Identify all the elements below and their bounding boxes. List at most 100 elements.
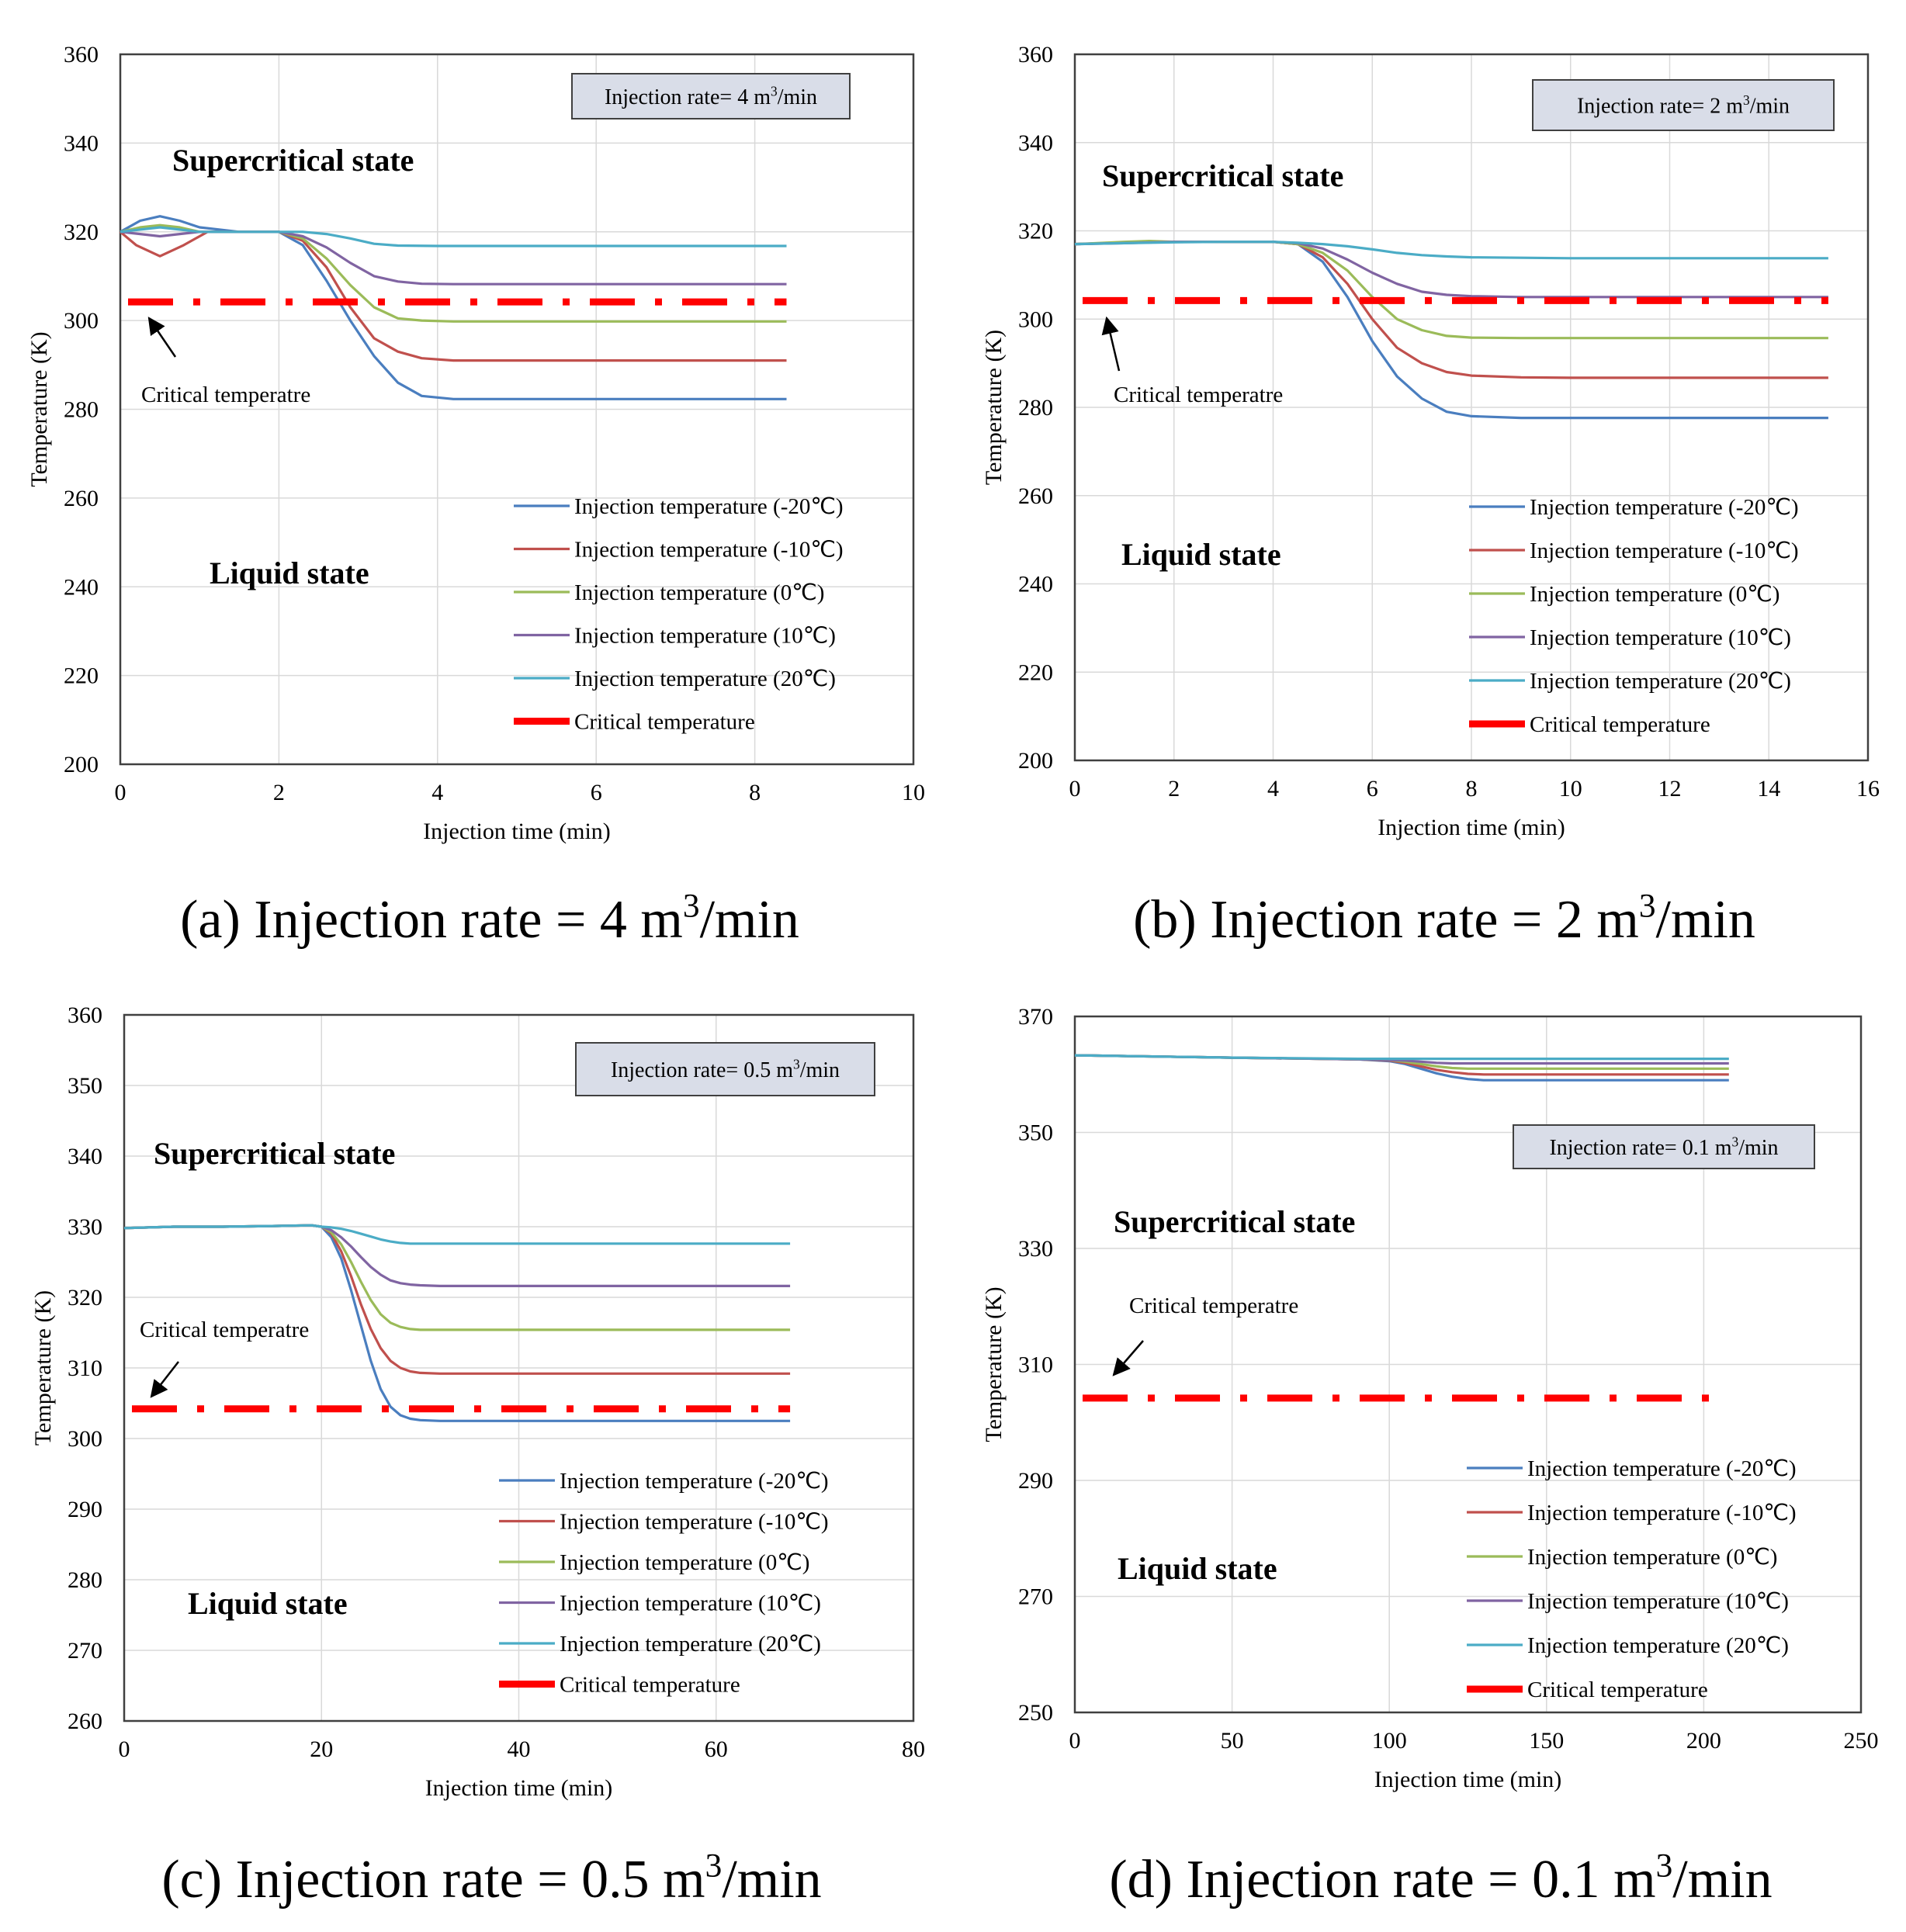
- supercritical-state-label: Supercritical state: [1114, 1204, 1355, 1239]
- x-axis-label: Injection time (min): [423, 819, 611, 844]
- series-line: [123, 1224, 791, 1375]
- x-tick-label: 60: [705, 1736, 728, 1762]
- plot-area: [123, 1013, 915, 1723]
- supercritical-state-label: Supercritical state: [154, 1136, 395, 1171]
- series-line: [1074, 241, 1828, 299]
- plot-area: [1073, 53, 1870, 762]
- y-tick-label: 240: [1018, 572, 1053, 597]
- y-tick-label: 260: [64, 486, 99, 511]
- x-tick-label: 6: [1367, 776, 1378, 802]
- y-tick-label: 310: [1018, 1352, 1053, 1378]
- legend-entry: Injection temperature (0℃): [574, 580, 824, 605]
- x-tick-label: 80: [902, 1736, 925, 1762]
- legend-entry: Injection temperature (-10℃): [1530, 538, 1799, 563]
- legend-entry: Injection temperature (-20℃): [560, 1469, 829, 1494]
- chart-panel-d: 0 50 100 150 200 250 250 270 290 310 330 350 370 Inje…: [981, 1004, 1879, 1909]
- y-axis-label: Temperature (K): [981, 1286, 1007, 1442]
- supercritical-state-label: Supercritical state: [1102, 158, 1343, 193]
- liquid-state-label: Liquid state: [1118, 1551, 1277, 1586]
- y-axis-label: Temperature (K): [981, 330, 1007, 485]
- y-tick-label: 310: [68, 1356, 102, 1381]
- x-tick-label: 150: [1529, 1728, 1564, 1754]
- x-tick-label: 2: [1168, 776, 1180, 802]
- legend-entry: Injection temperature (0℃): [1527, 1545, 1777, 1570]
- y-tick-label: 250: [1018, 1700, 1053, 1726]
- legend-entry: Injection temperature (0℃): [560, 1550, 809, 1575]
- y-tick-label: 360: [68, 1002, 102, 1028]
- y-tick-label: 300: [64, 308, 99, 334]
- liquid-state-label: Liquid state: [210, 556, 369, 590]
- y-tick-label: 330: [1018, 1236, 1053, 1262]
- liquid-state-label: Liquid state: [188, 1586, 348, 1621]
- y-tick-label: 200: [64, 752, 99, 777]
- legend-entry: Injection temperature (-10℃): [1527, 1501, 1797, 1525]
- y-tick-label: 300: [68, 1426, 102, 1452]
- legend-entry: Critical temperature: [560, 1673, 740, 1698]
- injection-rate-box: [571, 73, 851, 119]
- y-tick-label: 360: [64, 42, 99, 68]
- series-line: [1074, 241, 1828, 379]
- plot-area: [119, 53, 915, 766]
- legend-entry: Injection temperature (-20℃): [574, 494, 844, 519]
- y-tick-label: 280: [68, 1567, 102, 1593]
- x-tick-label: 6: [591, 780, 602, 805]
- legend-entry: Injection temperature (10℃): [560, 1591, 821, 1616]
- injection-rate-label: Injection rate= 4 m3/min: [605, 83, 817, 109]
- x-tick-label: 8: [1466, 776, 1478, 802]
- y-tick-label: 340: [68, 1144, 102, 1169]
- y-tick-label: 300: [1018, 306, 1053, 332]
- injection-rate-label: Injection rate= 0.5 m3/min: [611, 1056, 840, 1082]
- panel-caption: (c) Injection rate = 0.5 m3/min: [161, 1847, 821, 1909]
- x-tick-label: 0: [115, 780, 126, 805]
- legend-entry: Injection temperature (0℃): [1530, 582, 1780, 607]
- x-tick-label: 10: [902, 780, 925, 805]
- annotation-arrow: [150, 1361, 179, 1398]
- x-tick-label: 40: [508, 1736, 531, 1762]
- liquid-state-label: Liquid state: [1121, 537, 1281, 572]
- legend-entry: Injection temperature (20℃): [574, 667, 836, 691]
- y-tick-label: 200: [1018, 748, 1053, 774]
- legend-entry: Injection temperature (10℃): [1530, 625, 1791, 650]
- y-tick-label: 240: [64, 574, 99, 600]
- legend-entry: Critical temperature: [1530, 712, 1710, 737]
- x-tick-label: 0: [119, 1736, 130, 1762]
- y-tick-label: 320: [64, 220, 99, 245]
- chart-panel-c: 0 20 40 60 80 260 270 280 290 300 310 320 330 340 350 3…: [30, 1002, 925, 1909]
- plot-area: [1073, 1015, 1863, 1714]
- x-tick-label: 4: [1267, 776, 1279, 802]
- y-tick-label: 220: [64, 663, 99, 689]
- y-tick-label: 350: [68, 1073, 102, 1099]
- legend-entry: Injection temperature (20℃): [560, 1632, 821, 1657]
- y-tick-label: 290: [1018, 1468, 1053, 1494]
- y-axis-label: Temperature (K): [30, 1290, 56, 1446]
- x-tick-label: 250: [1844, 1728, 1879, 1754]
- injection-rate-label: Injection rate= 2 m3/min: [1577, 92, 1790, 119]
- x-tick-label: 2: [273, 780, 285, 805]
- series-line: [1074, 1054, 1729, 1061]
- x-axis-label: Injection time (min): [1378, 815, 1565, 840]
- legend-entry: Injection temperature (20℃): [1527, 1633, 1789, 1658]
- y-tick-label: 350: [1018, 1120, 1053, 1146]
- series-line: [123, 1224, 791, 1245]
- series-line: [1074, 241, 1828, 260]
- critical-annotation: Critical temperatre: [1114, 383, 1283, 407]
- series-line: [119, 230, 787, 362]
- legend-entry: Injection temperature (10℃): [1527, 1589, 1789, 1614]
- panel-caption: (b) Injection rate = 2 m3/min: [1133, 887, 1755, 950]
- legend-entry: Critical temperature: [574, 710, 755, 735]
- annotation-arrow: [147, 317, 177, 358]
- panel-caption: (d) Injection rate = 0.1 m3/min: [1109, 1847, 1772, 1909]
- series-line: [123, 1224, 791, 1331]
- chart-panel-b: 0 2 4 6 8 10 12 14 16 200 220 240 260 280 300 320 340 360…: [981, 42, 1880, 950]
- critical-annotation: Critical temperatre: [140, 1317, 309, 1342]
- y-tick-label: 320: [1018, 219, 1053, 244]
- x-axis-label: Injection time (min): [425, 1775, 613, 1801]
- legend-entry: Injection temperature (20℃): [1530, 669, 1791, 694]
- x-tick-label: 0: [1069, 776, 1081, 802]
- y-tick-label: 330: [68, 1214, 102, 1240]
- series-line: [120, 215, 787, 400]
- y-axis-label: Temperature (K): [26, 331, 52, 486]
- x-tick-label: 16: [1856, 776, 1880, 802]
- x-tick-label: 20: [310, 1736, 333, 1762]
